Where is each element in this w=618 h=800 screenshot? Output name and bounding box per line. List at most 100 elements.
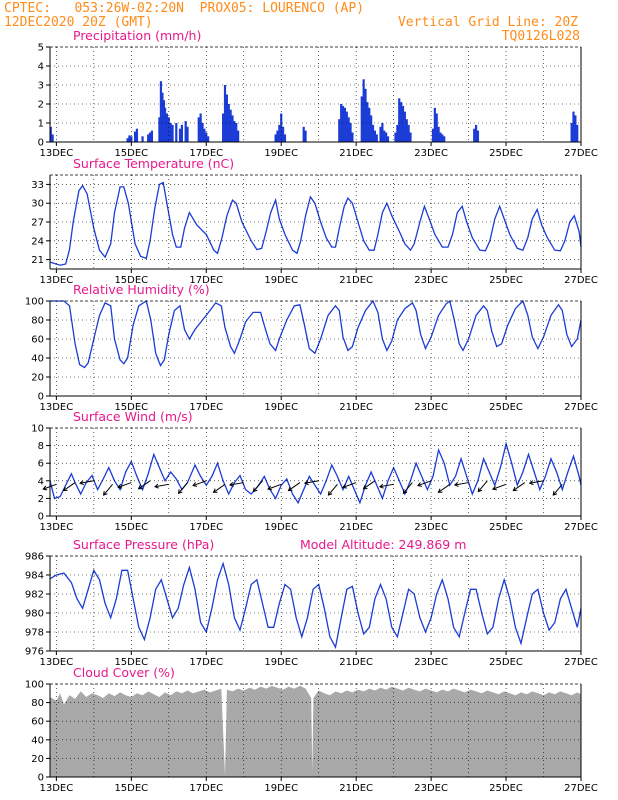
precip-bar <box>407 124 410 142</box>
y-tick-label: 40 <box>31 354 44 365</box>
x-tick-label: 23DEC <box>414 522 448 533</box>
x-tick-label: 27DEC <box>564 783 598 794</box>
precip-bar <box>345 111 348 142</box>
precip-bar <box>163 107 167 142</box>
panel-3: 0 2 4 6 8 10 13DEC 15DEC 17DEC 19DEC 21DEC 23DEC 25D… <box>31 409 598 533</box>
panel-title: Precipitation (mm/h) <box>73 28 201 43</box>
series-line <box>49 561 582 650</box>
x-tick-label: 17DEC <box>189 783 223 794</box>
y-tick-label: 20 <box>31 754 44 765</box>
x-tick-label: 17DEC <box>189 275 223 286</box>
precip-bar <box>223 85 227 142</box>
y-tick-label: 4 <box>38 476 44 487</box>
x-tick-label: 15DEC <box>114 783 148 794</box>
precip-bar <box>199 113 202 142</box>
y-tick-label: 100 <box>25 297 44 308</box>
x-tick-label: 25DEC <box>489 148 523 159</box>
x-tick-label: 17DEC <box>189 522 223 533</box>
y-tick-label: 0 <box>38 773 44 784</box>
precip-bar <box>186 126 189 142</box>
x-tick-label: 27DEC <box>564 657 598 668</box>
y-tick-label: 976 <box>25 647 44 658</box>
y-tick-label: 0 <box>38 138 44 149</box>
y-tick-label: 3 <box>38 81 44 92</box>
panel-4: 976 978 980 982 984 986 13DEC 15DEC 17DEC 19DEC 21… <box>25 537 598 668</box>
precip-bar <box>225 94 228 142</box>
precip-bar <box>437 126 440 142</box>
wind-arrow <box>437 483 451 493</box>
wind-arrow <box>212 483 226 493</box>
x-tick-label: 19DEC <box>264 275 298 286</box>
y-tick-label: 978 <box>25 628 44 639</box>
precip-bar <box>381 123 384 142</box>
x-tick-label: 13DEC <box>40 402 74 413</box>
precip-bar <box>385 132 388 142</box>
precip-bar <box>405 119 408 142</box>
precip-bar <box>349 123 352 142</box>
precip-bar <box>371 124 375 142</box>
y-tick-label: 984 <box>25 571 44 582</box>
series-line <box>49 441 582 505</box>
x-tick-label: 21DEC <box>339 148 373 159</box>
y-tick-label: 80 <box>31 698 44 709</box>
wind-arrow <box>342 482 357 489</box>
precip-bar <box>274 134 277 142</box>
wind-arrow <box>287 482 301 492</box>
y-tick-label: 5 <box>38 43 44 54</box>
precip-bar <box>398 98 401 142</box>
wind-arrow <box>327 483 338 496</box>
precip-bar <box>237 130 240 142</box>
x-tick-label: 25DEC <box>489 783 523 794</box>
x-tick-label: 15DEC <box>114 522 148 533</box>
precip-bar <box>150 130 154 142</box>
panel-title: Relative Humidity (%) <box>73 282 210 297</box>
y-tick-label: 40 <box>31 735 44 746</box>
precip-bar <box>473 128 476 142</box>
x-tick-label: 21DEC <box>339 402 373 413</box>
precip-bar <box>184 121 187 142</box>
precip-bar <box>304 130 307 142</box>
y-tick-label: 1 <box>38 119 44 130</box>
precip-bar <box>570 123 573 142</box>
precip-bar <box>435 113 438 142</box>
x-tick-label: 13DEC <box>40 522 74 533</box>
precip-bar <box>439 132 442 142</box>
y-tick-label: 980 <box>25 609 44 620</box>
wind-arrow <box>378 483 394 489</box>
y-tick-label: 4 <box>38 62 44 73</box>
precip-bar <box>394 132 397 142</box>
x-tick-label: 15DEC <box>114 657 148 668</box>
y-tick-label: 2 <box>38 494 44 505</box>
y-tick-label: 982 <box>25 590 44 601</box>
precip-bar <box>474 124 478 142</box>
y-tick-label: 60 <box>31 717 44 728</box>
precip-bar <box>368 107 371 142</box>
wind-arrow <box>528 480 544 486</box>
y-tick-label: 30 <box>31 199 44 210</box>
y-tick-label: 6 <box>38 459 44 470</box>
x-tick-label: 17DEC <box>189 402 223 413</box>
panel-title: Cloud Cover (%) <box>73 665 175 680</box>
x-tick-label: 23DEC <box>414 402 448 413</box>
wind-arrow <box>402 482 413 495</box>
y-tick-label: 100 <box>25 680 44 691</box>
x-tick-label: 25DEC <box>489 657 523 668</box>
x-tick-label: 25DEC <box>489 275 523 286</box>
x-tick-label: 13DEC <box>40 657 74 668</box>
precip-bar <box>141 136 144 142</box>
precip-bar <box>403 111 406 142</box>
precip-bar <box>203 128 206 142</box>
y-tick-label: 8 <box>38 441 44 452</box>
precip-bar <box>347 117 350 142</box>
panel-0: 0 1 2 3 4 5 13DEC 15DEC 17DEC 19DEC 21DEC 23DEC 25DE… <box>38 28 598 159</box>
x-tick-label: 15DEC <box>114 275 148 286</box>
wind-arrow <box>477 480 488 493</box>
y-tick-label: 0 <box>38 392 44 403</box>
x-tick-label: 27DEC <box>564 148 598 159</box>
header-code: TQ0126L028 <box>501 29 580 44</box>
precip-bar <box>302 126 305 142</box>
precip-bar <box>338 119 341 142</box>
panel-1: 21 24 27 30 33 13DEC 15DEC 17DEC 19DEC 21DEC 23DEC… <box>31 156 598 286</box>
cloud-area <box>50 685 581 777</box>
precip-bar <box>165 113 169 142</box>
